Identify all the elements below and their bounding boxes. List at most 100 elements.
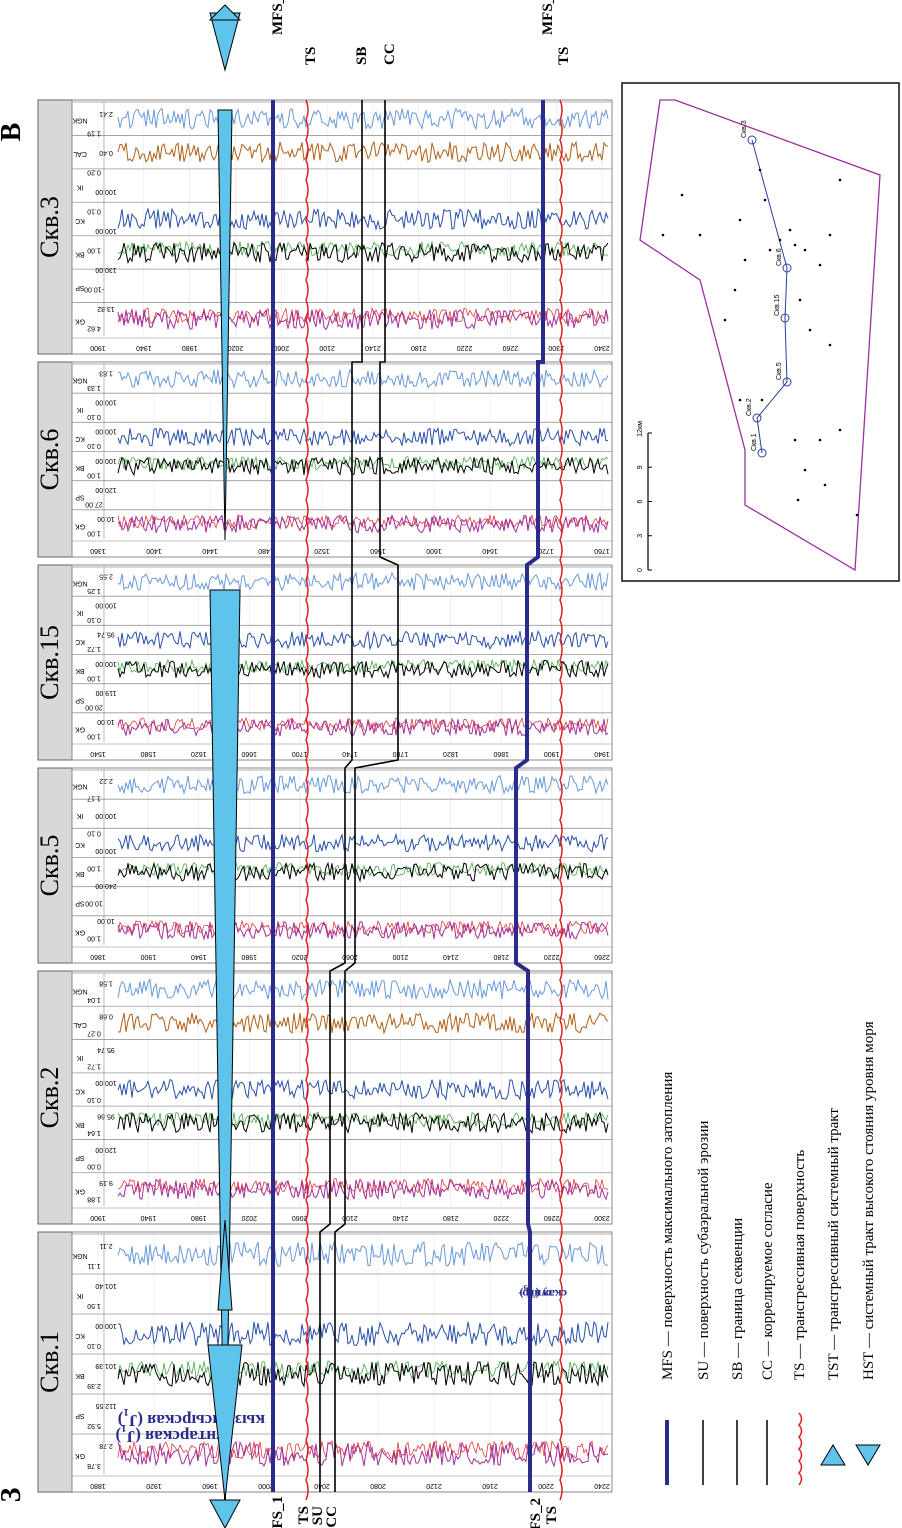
map-dot — [661, 233, 665, 237]
track-name: IK — [76, 184, 83, 191]
scale-value: 0.10 — [87, 207, 101, 214]
west-label: З — [0, 1487, 27, 1502]
depth-tick-label: 2100 — [342, 1214, 358, 1221]
map-well-marker — [752, 413, 762, 423]
well-name: Скв.6 — [35, 429, 64, 491]
scale-value: 130.00 — [95, 266, 117, 273]
hst-triangle-top-1 — [209, 12, 241, 72]
legend-symbol-hst — [855, 1444, 881, 1466]
depth-tick-label: 2180 — [443, 1214, 459, 1221]
scale-value: 95.74 — [97, 1046, 115, 1053]
map-well-label: Скв.5 — [776, 362, 783, 380]
scale-value: 2.39 — [87, 1382, 101, 1389]
legend-symbol-tst — [820, 1444, 846, 1466]
depth-tick-label: 1600 — [426, 547, 442, 554]
map-dot — [798, 298, 802, 302]
track-name: SP — [75, 284, 85, 291]
depth-tick-label: 1700 — [292, 750, 308, 757]
track-name: CAL — [73, 1021, 87, 1028]
scale-value: 13.82 — [97, 305, 115, 312]
depth-tick-label: 2260 — [502, 344, 518, 351]
map-scale-label: 3 — [637, 534, 644, 538]
map-dot — [803, 468, 807, 472]
right-label-mfs1: MFS_1 — [270, 0, 286, 35]
track-name: IK — [76, 812, 83, 819]
right-label-ts2: TS — [556, 47, 572, 65]
left-label-ts: TS — [296, 1506, 312, 1524]
scale-value: 0.10 — [87, 829, 101, 836]
well-panel: Скв.3 1900 1940 1980 2020 2060 2100 2140 2180 222… — [35, 99, 613, 355]
depth-tick-label: 1960 — [202, 1482, 218, 1489]
depth-tick-label: 2300 — [548, 344, 564, 351]
depth-tick-label: 2160 — [482, 1482, 498, 1489]
well-name: Скв.15 — [35, 625, 64, 700]
track-name: NGK — [72, 377, 88, 384]
map-scale-unit: км — [637, 421, 644, 429]
scale-value: 0.10 — [87, 1342, 101, 1349]
legend-text: SB — граница секвенции — [730, 1218, 746, 1380]
tst-triangle-bottom-2 — [209, 1499, 241, 1528]
depth-tick-label: 1900 — [141, 953, 157, 960]
depth-tick-label: 1920 — [146, 1482, 162, 1489]
map-dot — [733, 288, 737, 292]
track-name: NGK — [72, 117, 88, 124]
legend-text: HST — системный тракт высокого стояния у… — [861, 1021, 877, 1380]
well-header — [37, 564, 73, 761]
scale-value: 4.62 — [87, 324, 101, 331]
track-name: KC — [75, 841, 85, 848]
scale-value: 20.00 — [85, 704, 103, 711]
scale-value: 10.00 — [97, 515, 115, 522]
depth-tick-label: 2020 — [292, 953, 308, 960]
track-name: BK — [75, 464, 85, 471]
well-panel: Скв.2 1900 1940 1980 2020 2060 2100 2140 2180 222… — [35, 970, 613, 1225]
depth-tick-label: 1660 — [241, 750, 257, 757]
depth-tick-label: 1760 — [594, 547, 610, 554]
scale-value: 120.00 — [95, 1146, 117, 1153]
map-dot — [738, 398, 742, 402]
scale-value: 100.00 — [95, 601, 117, 608]
depth-tick-label: 1720 — [538, 547, 554, 554]
scale-value: 1.04 — [87, 996, 101, 1003]
log-curve — [117, 107, 609, 131]
well-name: Скв.5 — [35, 835, 64, 897]
map-well-marker — [747, 135, 757, 145]
left-label-ts2: TS — [544, 1506, 560, 1524]
legend-text: CC — коррелируемое согласие — [760, 1182, 776, 1380]
map-dot — [758, 168, 762, 172]
scale-value: 100.00 — [95, 847, 117, 854]
scale-value: 1.50 — [87, 1302, 101, 1309]
track-name: GK — [75, 1187, 85, 1194]
map-dot — [768, 248, 772, 252]
depth-tick-label: 2140 — [443, 953, 459, 960]
map-scale-label: 0 — [637, 568, 644, 572]
depth-tick-label: 1780 — [393, 750, 409, 757]
map-well-marker — [757, 448, 767, 458]
track-name: KC — [75, 638, 85, 645]
scale-value: 100.00 — [95, 457, 117, 464]
log-curve — [117, 832, 609, 853]
hst-triangle-top-2 — [217, 109, 233, 541]
well-header — [37, 1231, 73, 1493]
depth-tick-label: 2140 — [365, 344, 381, 351]
track-name: GK — [75, 725, 85, 732]
scale-value: 1.11 — [87, 1262, 100, 1269]
depth-tick-label: 2260 — [544, 1214, 560, 1221]
scale-value: 1.00 — [87, 864, 101, 871]
map-dot — [738, 218, 742, 222]
scale-value: 100.00 — [95, 660, 117, 667]
scale-value: 100.00 — [95, 188, 117, 195]
mfs2-line — [514, 100, 545, 1492]
right-label-cc: CC — [382, 43, 398, 65]
scale-value: 1.00 — [87, 246, 101, 253]
map-dot — [808, 328, 812, 332]
well-panel: Скв.6 1360 1400 1440 1480 1520 1560 1600 1640 172… — [35, 361, 613, 558]
map-dot — [828, 343, 832, 347]
scale-value: 1.00 — [87, 733, 101, 740]
log-curve — [117, 920, 609, 941]
scale-value: 101.39 — [95, 1362, 117, 1369]
well-panel: Скв.5 1860 1900 1940 1980 2020 2060 2100 2140 218… — [35, 767, 613, 964]
depth-tick-label: 1860 — [493, 750, 509, 757]
map-dot — [838, 428, 842, 432]
scale-value: 100.00 — [95, 227, 117, 234]
